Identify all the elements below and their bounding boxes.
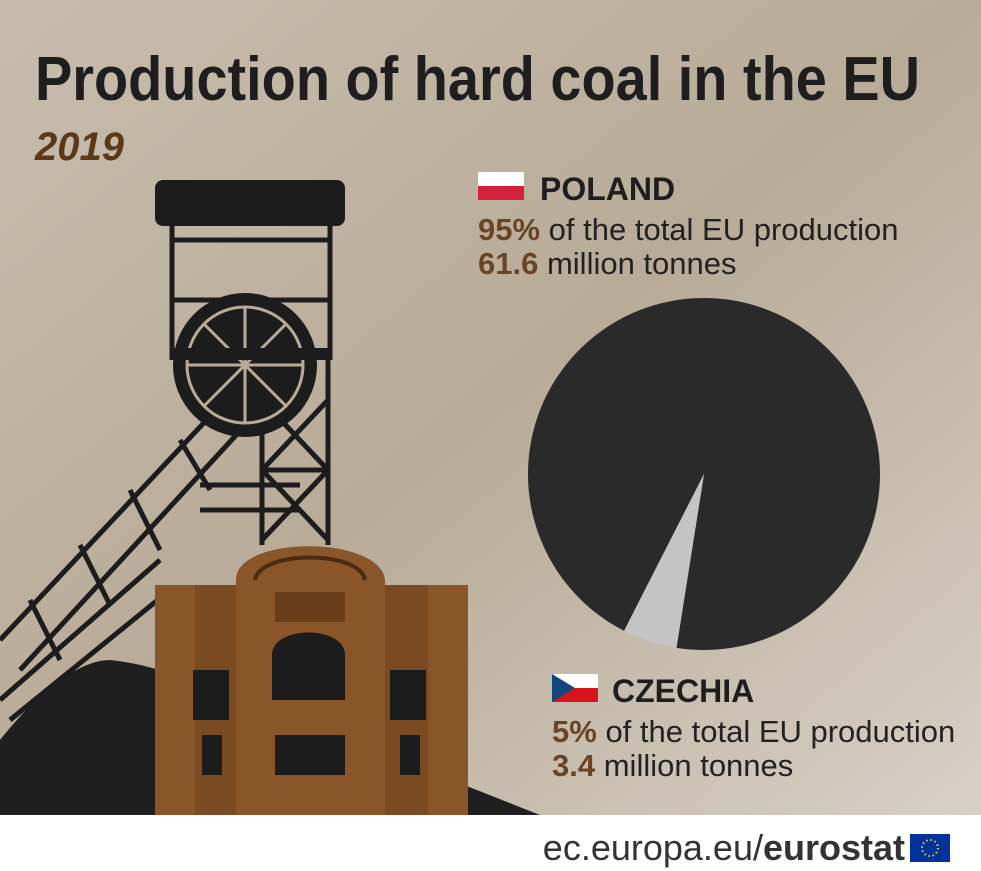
value-label: 95%: [478, 212, 540, 247]
amount-value: 61.6: [478, 246, 538, 281]
legend-label: CZECHIA: [612, 673, 754, 709]
footer-text: ec.europa.eu/eurostat: [543, 827, 905, 868]
chart-subtitle: 2019: [34, 125, 125, 169]
flag-poland: [478, 172, 524, 200]
amount-unit: million tonnes: [604, 748, 794, 783]
share-text: of the total EU production: [605, 714, 955, 749]
chart-title: Production of hard coal in the EU: [35, 45, 920, 114]
flag-czechia: [552, 674, 598, 702]
headframe: [0, 180, 345, 722]
pie-slice: [624, 474, 704, 648]
footer-url: ec.europa.eu/: [543, 827, 763, 868]
building: [155, 546, 468, 815]
eu-flag: [910, 834, 950, 862]
share-line: 5% of the total EU production: [552, 714, 955, 749]
pie-slice: [527, 297, 880, 650]
footer-band: [0, 815, 981, 871]
amount-line: 3.4 million tonnes: [552, 748, 793, 783]
amount-value: 3.4: [552, 748, 596, 783]
share-line: 95% of the total EU production: [478, 212, 899, 247]
value-label: 5%: [552, 714, 597, 749]
footer-brand: eurostat: [763, 827, 905, 868]
amount-line: 61.6 million tonnes: [478, 246, 737, 281]
legend-label: POLAND: [540, 171, 675, 207]
amount-unit: million tonnes: [547, 246, 737, 281]
share-text: of the total EU production: [549, 212, 899, 247]
